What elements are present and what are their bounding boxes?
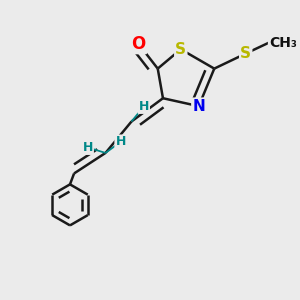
Text: H: H: [139, 100, 149, 113]
Text: N: N: [192, 99, 205, 114]
Text: O: O: [131, 35, 146, 53]
Text: H: H: [82, 141, 93, 154]
Text: H: H: [116, 136, 126, 148]
Text: S: S: [175, 42, 186, 57]
Text: S: S: [240, 46, 251, 61]
Text: CH₃: CH₃: [269, 36, 297, 50]
